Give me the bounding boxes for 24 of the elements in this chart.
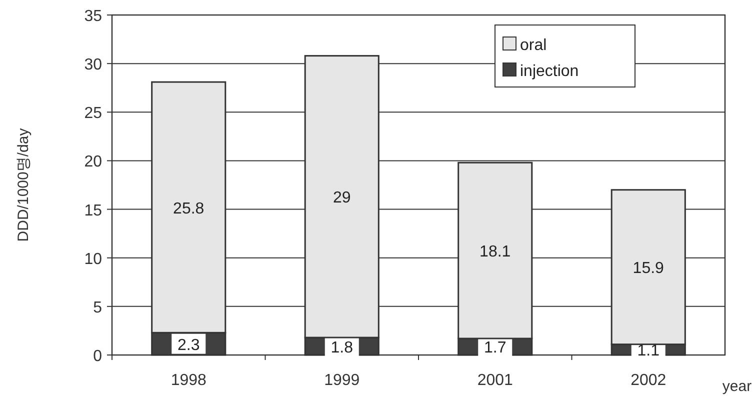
legend-label: injection [520, 63, 579, 80]
data-label: 29 [332, 190, 351, 207]
data-label: 18.1 [480, 244, 511, 261]
y-tick-label: 25 [84, 105, 102, 122]
x-tick-label: 2002 [630, 372, 666, 389]
y-axis-title: DDD/1000명/day [15, 128, 32, 242]
y-tick-label: 0 [93, 348, 102, 365]
x-axis-title: year [722, 378, 752, 395]
data-label: 15.9 [632, 260, 664, 278]
data-label: 1.7 [484, 340, 506, 357]
legend-label: oral [520, 37, 547, 54]
x-tick-label: 2001 [477, 372, 514, 389]
data-label: 1.1 [637, 342, 660, 360]
data-label: 2.3 [178, 336, 200, 354]
data-label: 25.8 [173, 200, 204, 218]
y-tick-label: 5 [93, 299, 102, 316]
y-tick-label: 30 [84, 56, 102, 74]
data-label: 1.8 [330, 339, 354, 356]
x-tick-label: 1998 [170, 372, 207, 389]
x-tick-label: 1999 [324, 372, 360, 389]
y-tick-label: 15 [84, 202, 102, 220]
y-tick-label: 35 [84, 8, 102, 25]
y-tick-label: 20 [84, 154, 102, 171]
y-tick-label: 10 [84, 250, 102, 268]
